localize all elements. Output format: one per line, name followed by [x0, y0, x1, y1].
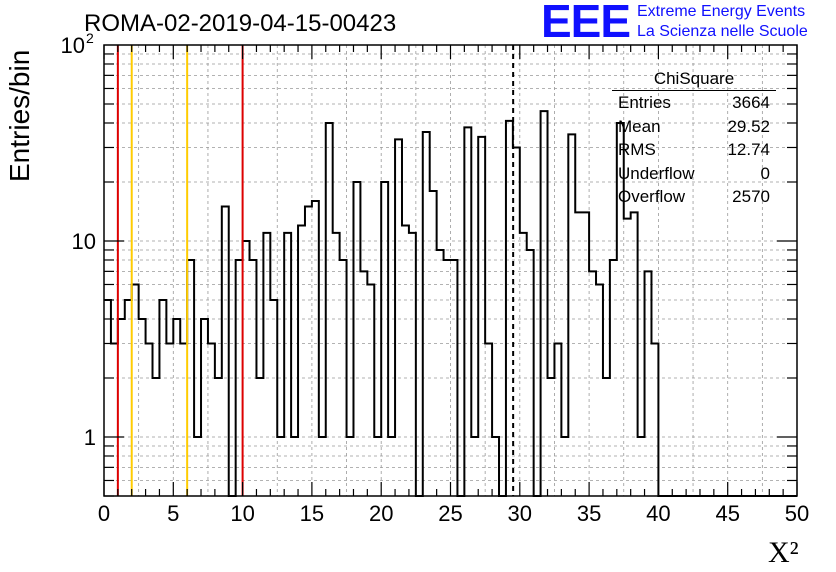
stats-label: Mean — [618, 116, 661, 136]
run-title: ROMA-02-2019-04-15-00423 — [84, 10, 397, 37]
stats-value: 3664 — [732, 93, 770, 112]
stats-value: 12.74 — [727, 140, 770, 159]
stats-row-entries: Entries 3664 — [612, 91, 776, 115]
grid — [104, 45, 797, 496]
stats-title: ChiSquare — [612, 68, 776, 91]
stats-label: RMS — [618, 140, 656, 159]
marker-lines — [116, 45, 515, 496]
stats-label: Underflow — [618, 163, 695, 183]
stats-row-overflow: Overflow 2570 — [612, 185, 776, 209]
y-axis-label: Entries/bin — [4, 49, 35, 182]
stats-box: ChiSquare Entries 3664 Mean 29.52 RMS 12… — [612, 68, 776, 209]
x-tick-label: 45 — [715, 501, 739, 526]
stats-value: 0 — [760, 163, 770, 183]
y-tick-label: 1 — [84, 425, 96, 450]
logo-line-2: La Scienza nelle Scuole — [637, 23, 808, 40]
stats-row-mean: Mean 29.52 — [612, 115, 776, 139]
histogram-line — [104, 110, 797, 497]
eee-logo-mark: EEE — [541, 0, 631, 47]
axis-ticks — [103, 45, 798, 497]
histogram-step-line — [104, 110, 797, 497]
x-tick-label: 20 — [369, 501, 393, 526]
stats-label: Entries — [618, 93, 671, 112]
x-tick-label: 5 — [167, 501, 179, 526]
x-tick-label: 40 — [646, 501, 670, 526]
x-tick-label: 25 — [438, 501, 462, 526]
stats-value: 2570 — [732, 187, 770, 206]
stats-row-underflow: Underflow 0 — [612, 162, 776, 186]
x-axis-label: Χ² — [768, 536, 799, 569]
x-tick-label: 35 — [577, 501, 601, 526]
x-tick-labels: 0 5 10 15 20 25 30 35 40 45 50 — [98, 501, 809, 526]
logo-line-1: Extreme Energy Events — [637, 3, 806, 20]
x-tick-label: 50 — [785, 501, 809, 526]
stats-row-rms: RMS 12.74 — [612, 138, 776, 162]
x-tick-label: 10 — [230, 501, 254, 526]
y-tick-label: 10 — [72, 229, 96, 254]
stats-label: Overflow — [618, 187, 686, 206]
y-tick-label: 10 — [61, 33, 85, 58]
stats-value: 29.52 — [727, 116, 770, 136]
x-tick-label: 15 — [300, 501, 324, 526]
x-tick-label: 0 — [98, 501, 110, 526]
y-tick-exponent: 2 — [86, 30, 94, 46]
x-tick-label: 30 — [508, 501, 532, 526]
